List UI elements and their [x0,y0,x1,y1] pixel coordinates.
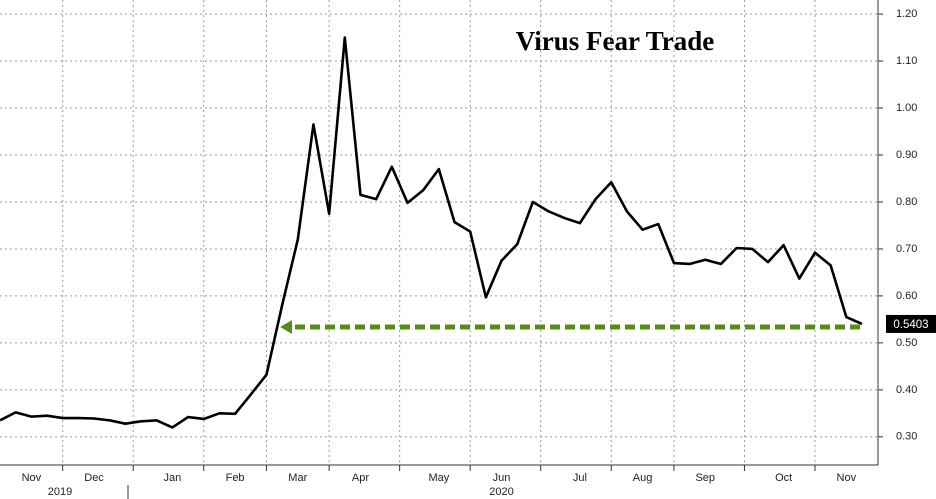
y-tick-label: 0.50 [896,337,917,349]
x-tick-label: Nov [22,472,42,484]
y-tick-label: 1.00 [896,102,917,114]
x-tick-label: Oct [775,472,792,484]
y-tick-label: 0.30 [896,431,917,443]
line-series [0,36,863,429]
x-tick-label: Aug [633,472,653,484]
last-value-label: 0.5403 [893,319,928,331]
y-tick-label: 0.40 [896,384,917,396]
x-tick-label: Dec [84,472,104,484]
x-tick-label: Nov [837,472,857,484]
x-tick-label: Sep [695,472,715,484]
y-tick-label: 1.10 [896,55,917,67]
y-tick-label: 0.70 [896,243,917,255]
x-tick-label: Jun [493,472,511,484]
x-tick-label: Jan [164,472,182,484]
x-tick-label: Jul [573,472,587,484]
y-tick-label: 1.20 [896,8,917,20]
x-tick-label: Apr [352,472,369,484]
y-tick-label: 0.60 [896,290,917,302]
x-tick-label: May [428,472,449,484]
chart-title: Virus Fear Trade [516,26,714,56]
year-label: 2020 [489,486,513,498]
annotation-arrowhead [280,319,293,334]
y-tick-label: 0.80 [896,196,917,208]
year-label: 2019 [48,486,72,498]
x-tick-label: Feb [226,472,245,484]
last-value-box [886,314,936,333]
y-tick-label: 0.90 [896,149,917,161]
x-tick-label: Mar [288,472,307,484]
